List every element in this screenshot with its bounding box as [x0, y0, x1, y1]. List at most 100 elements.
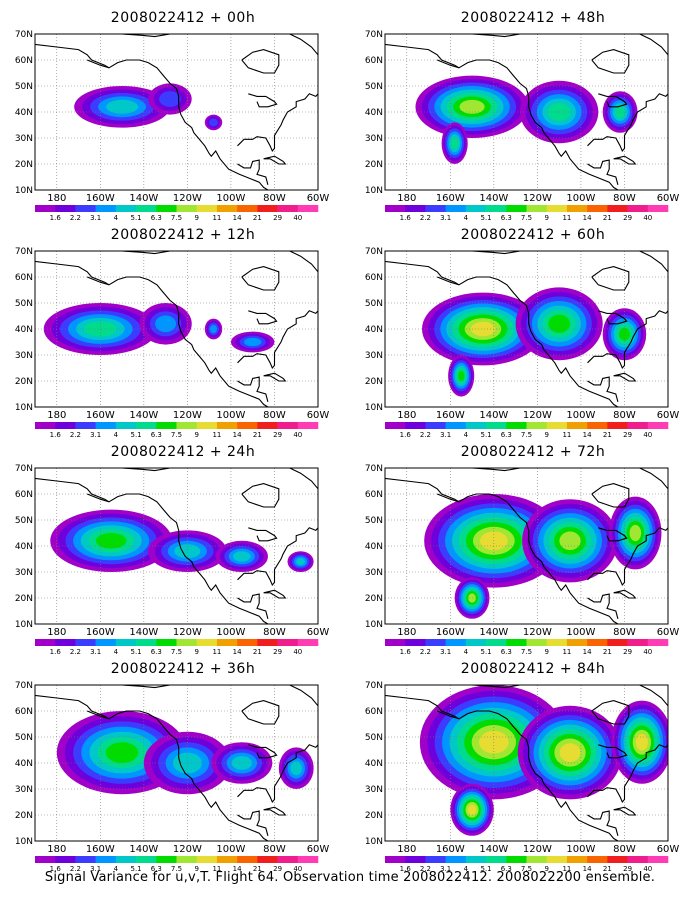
colorbar-label: 40 — [643, 865, 652, 872]
graticule — [35, 251, 318, 407]
coastline — [35, 685, 318, 841]
lon-label: 80W — [263, 193, 286, 204]
colorbar-swatch — [445, 422, 467, 429]
colorbar-label: 2.2 — [70, 648, 81, 655]
lon-label: 120W — [523, 410, 552, 421]
lat-label: 30N — [365, 785, 383, 795]
variance-contour — [629, 524, 642, 542]
colorbar-label: 9 — [544, 865, 548, 872]
colorbar-swatch — [277, 422, 299, 429]
figure-caption: Signal Variance for u,v,T. Flight 64. Ob… — [44, 870, 656, 885]
colorbar-label: 11 — [212, 865, 221, 872]
colorbar-swatch — [405, 422, 426, 429]
colorbar-swatch — [216, 422, 238, 429]
lat-label: 40N — [15, 542, 33, 552]
colorbar-swatch — [136, 856, 157, 863]
colorbar-label: 14 — [583, 865, 592, 872]
colorbar-label: 2.2 — [420, 648, 431, 655]
lon-label: 160W — [436, 410, 465, 421]
lat-label: 10N — [15, 620, 33, 630]
lat-label: 10N — [15, 186, 33, 196]
colorbar-label: 29 — [273, 214, 282, 221]
lon-label: 100W — [566, 193, 595, 204]
colorbar-label: 6.3 — [151, 214, 162, 221]
lon-label: 160W — [436, 193, 465, 204]
colorbar-label: 1.6 — [400, 648, 412, 655]
colorbar-label: 29 — [623, 214, 632, 221]
colorbar-swatch — [35, 856, 56, 863]
colorbar-swatch — [75, 856, 96, 863]
variance-field — [50, 509, 314, 572]
lon-label: 160W — [86, 627, 115, 638]
coastline — [35, 34, 318, 190]
colorbar-label: 7.5 — [521, 431, 532, 438]
lat-label: 30N — [15, 351, 33, 361]
colorbar-swatch — [55, 205, 76, 212]
variance-contour — [155, 315, 177, 333]
colorbar-label: 7.5 — [521, 865, 532, 872]
colorbar-swatch — [526, 856, 548, 863]
lon-label: 80W — [613, 410, 636, 421]
variance-contour — [548, 314, 571, 333]
variance-field — [419, 685, 668, 836]
colorbar-label: 3.1 — [440, 865, 451, 872]
variance-contour — [619, 327, 630, 341]
lon-label: 180 — [397, 193, 416, 204]
colorbar-swatch — [405, 856, 426, 863]
lon-label: 120W — [523, 627, 552, 638]
variance-contour — [95, 533, 127, 549]
colorbar-label: 5.1 — [131, 648, 142, 655]
colorbar-swatch — [607, 205, 628, 212]
map-svg: 70N 60N 50N 40N 30N 20N 10N 180 160W 140W 120W 100W… — [15, 30, 330, 221]
lat-label: 60N — [365, 56, 383, 66]
colorbar-swatch — [297, 422, 319, 429]
lon-label: 160W — [86, 410, 115, 421]
colorbar-swatch — [115, 856, 137, 863]
colorbar-swatch — [607, 639, 628, 646]
lat-label: 10N — [15, 403, 33, 413]
colorbar-label: 1.6 — [400, 431, 412, 438]
map-panel: 70N 60N 50N 40N 30N 20N 10N 180 160W 140W 120W 100W… — [8, 221, 348, 438]
map-panel: 70N 60N 50N 40N 30N 20N 10N 180 160W 140W 120W 100W… — [358, 4, 698, 221]
colorbar-label: 4 — [464, 865, 469, 872]
lon-label: 140W — [129, 193, 158, 204]
lat-label: 40N — [365, 108, 383, 118]
colorbar-swatch — [176, 205, 198, 212]
colorbar-swatch — [297, 856, 319, 863]
colorbar-label: 11 — [212, 431, 221, 438]
colorbar-swatch — [486, 856, 507, 863]
colorbar-swatch — [627, 639, 649, 646]
lat-label: 20N — [365, 377, 383, 387]
lat-label: 20N — [365, 160, 383, 170]
colorbar-label: 40 — [293, 431, 302, 438]
variance-contour — [231, 756, 252, 770]
colorbar-label: 9 — [194, 648, 198, 655]
lon-label: 180 — [47, 410, 66, 421]
colorbar-label: 21 — [603, 865, 612, 872]
colorbar-swatch — [566, 639, 588, 646]
panel-title: 2008022412 + 60h — [460, 227, 606, 243]
lat-label: 30N — [15, 568, 33, 578]
lon-label: 80W — [613, 193, 636, 204]
colorbar-swatch — [136, 205, 157, 212]
map-svg: 70N 60N 50N 40N 30N 20N 10N 180 160W 140W 120W 100W… — [15, 247, 330, 438]
lon-label: 180 — [47, 627, 66, 638]
lon-label: 60W — [657, 844, 680, 855]
map-panel: 70N 60N 50N 40N 30N 20N 10N 180 160W 140W 120W 100W… — [8, 655, 348, 872]
colorbar-swatch — [425, 205, 446, 212]
colorbar-label: 1.6 — [50, 214, 62, 221]
lon-label: 140W — [479, 844, 508, 855]
lat-label: 30N — [365, 568, 383, 578]
lat-label: 70N — [365, 464, 383, 474]
variance-contour — [450, 137, 459, 150]
colorbar-label: 9 — [194, 431, 198, 438]
colorbar-label: 6.3 — [151, 648, 162, 655]
lon-label: 80W — [263, 410, 286, 421]
colorbar-swatch — [176, 856, 198, 863]
coastline — [385, 34, 668, 190]
lat-label: 40N — [365, 759, 383, 769]
lon-label: 120W — [173, 193, 202, 204]
colorbar-swatch — [445, 639, 467, 646]
colorbar-label: 6.3 — [151, 865, 162, 872]
colorbar-swatch — [445, 856, 467, 863]
